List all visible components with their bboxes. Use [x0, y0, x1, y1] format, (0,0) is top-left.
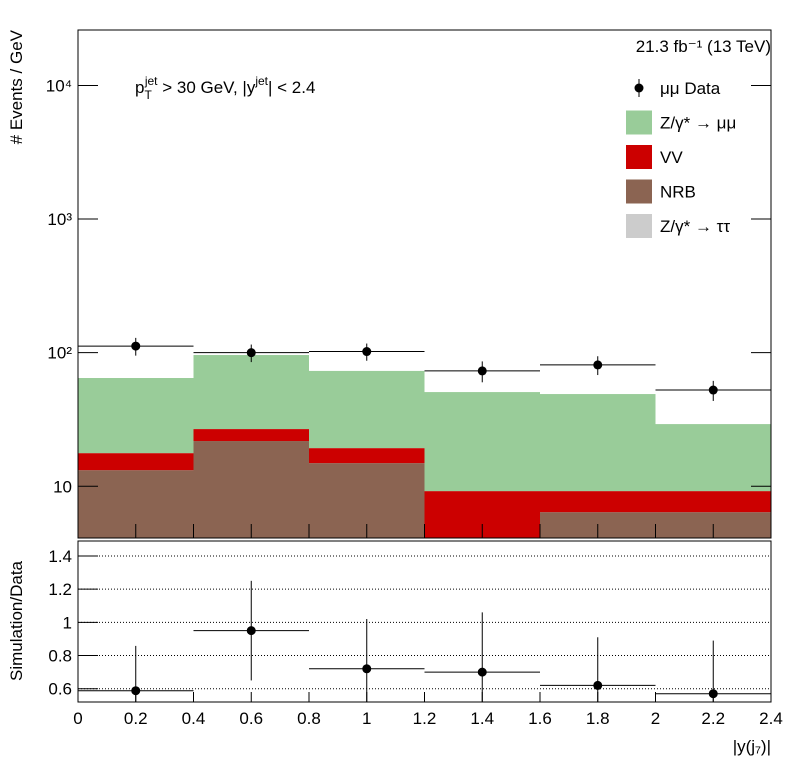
lumi-label: 21.3 fb⁻¹ (13 TeV): [636, 37, 771, 56]
frame: [77, 540, 772, 703]
ratio-point: [362, 664, 372, 674]
annotation-part: T: [144, 88, 152, 102]
stack-bar: [193, 355, 309, 430]
ratio-point: [131, 686, 141, 696]
x-tick-label: 0: [73, 709, 82, 728]
ratio-point: [708, 689, 718, 699]
data-point: [593, 360, 603, 370]
x-tick-label: 1.8: [586, 709, 610, 728]
ratio-point: [593, 680, 603, 690]
stack-bar: [655, 424, 771, 492]
x-tick-label: 0.6: [239, 709, 263, 728]
legend-label: μμ Data: [660, 79, 721, 98]
stack-bar: [78, 453, 194, 471]
x-tick-label: 1: [362, 709, 371, 728]
x-tick-label: 1.6: [528, 709, 552, 728]
y-axis-title: # Events / GeV: [7, 29, 26, 144]
data-point: [477, 366, 487, 376]
data-point: [708, 385, 718, 395]
x-tick-label: 0.4: [182, 709, 206, 728]
annotation-part: jet: [254, 74, 268, 88]
legend-swatch: [626, 214, 652, 238]
data-point: [362, 347, 372, 357]
x-tick-label: 2: [651, 709, 660, 728]
x-tick-label: 1.4: [470, 709, 494, 728]
annotation-part: > 30 GeV, |y: [158, 78, 256, 97]
y-tick-label: 10²: [47, 344, 72, 363]
stack-bar: [309, 448, 425, 464]
y-tick-label: 1.2: [48, 580, 72, 599]
stack-bar: [78, 378, 194, 454]
stack-bar: [193, 441, 309, 538]
x-tick-label: 2.2: [701, 709, 725, 728]
y-tick-label: 10³: [47, 210, 72, 229]
legend-label: Z/γ* → μμ: [660, 114, 736, 133]
stack-bar: [193, 429, 309, 442]
data-point: [131, 341, 141, 351]
y-tick-label: 10⁴: [46, 76, 72, 95]
ratio-point: [246, 626, 256, 636]
legend-swatch: [626, 145, 652, 169]
stack-bar: [655, 491, 771, 513]
ratio-point: [477, 667, 487, 677]
legend-swatch: [626, 110, 652, 135]
y-tick-label: 1.4: [48, 547, 72, 566]
stack-bar: [424, 392, 540, 492]
x-axis-title: |y(j₇)|: [733, 737, 771, 756]
annotation-part: | < 2.4: [268, 78, 315, 97]
annotation: pTjet > 30 GeV, |yjet| < 2.4: [135, 74, 315, 102]
annotation-part: p: [135, 78, 144, 97]
data-point: [246, 348, 256, 358]
legend-swatch: [626, 179, 652, 204]
legend-label: NRB: [660, 183, 696, 202]
stack-bar: [540, 394, 656, 492]
y-tick-label: 1: [63, 613, 72, 632]
y-tick-label: 0.6: [48, 680, 72, 699]
legend-marker: [634, 83, 644, 93]
y-tick-label: 0.8: [48, 647, 72, 666]
x-tick-label: 1.2: [413, 709, 437, 728]
legend-label: VV: [660, 148, 683, 167]
annotation-part: jet: [144, 74, 158, 88]
legend-label: Z/γ* → ττ: [660, 217, 730, 236]
plot-area: [78, 355, 771, 538]
x-tick-label: 0.2: [124, 709, 148, 728]
ratio-axis-title: Simulation/Data: [7, 560, 26, 681]
x-tick-label: 0.8: [297, 709, 321, 728]
stack-bar: [309, 370, 425, 449]
x-tick-label: 2.4: [759, 709, 783, 728]
stack-bar: [540, 491, 656, 513]
y-tick-label: 10: [53, 477, 72, 496]
